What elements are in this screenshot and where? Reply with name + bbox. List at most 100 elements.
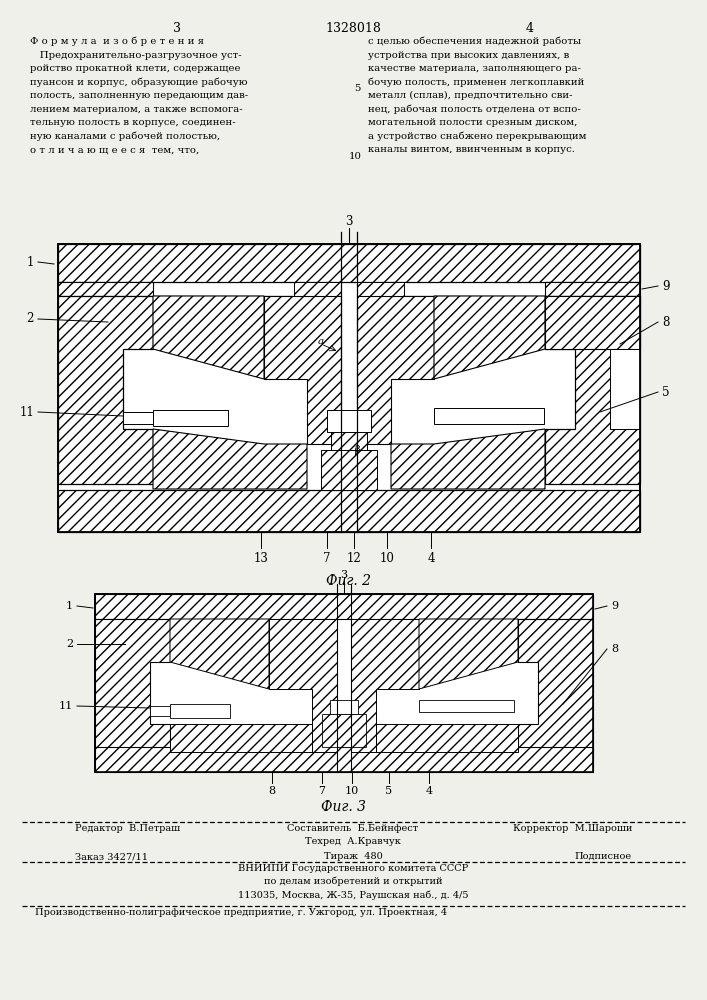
- Text: 10: 10: [380, 552, 395, 565]
- Text: 1: 1: [27, 255, 34, 268]
- Text: 5: 5: [354, 84, 360, 93]
- FancyBboxPatch shape: [95, 594, 593, 772]
- Text: Техред  А.Кравчук: Техред А.Кравчук: [305, 837, 401, 846]
- Text: 1: 1: [66, 601, 73, 611]
- Text: 4: 4: [526, 22, 534, 35]
- FancyBboxPatch shape: [610, 349, 640, 429]
- Text: пуансон и корпус, образующие рабочую: пуансон и корпус, образующие рабочую: [30, 78, 247, 87]
- Text: Производственно-полиграфическое предприятие, г. Ужгород, ул. Проектная, 4: Производственно-полиграфическое предприя…: [35, 908, 447, 917]
- Polygon shape: [153, 429, 307, 489]
- Text: Редактор  В.Петраш: Редактор В.Петраш: [75, 824, 180, 833]
- Text: Подписное: Подписное: [575, 852, 632, 861]
- Text: Ф о р м у л а  и з о б р е т е н и я: Ф о р м у л а и з о б р е т е н и я: [30, 37, 204, 46]
- Text: тельную полость в корпусе, соединен-: тельную полость в корпусе, соединен-: [30, 118, 235, 127]
- Text: 8: 8: [611, 644, 618, 654]
- Polygon shape: [545, 296, 640, 484]
- Text: Составитель  Б.Бейнфест: Составитель Б.Бейнфест: [288, 824, 419, 833]
- Text: Фиг. 2: Фиг. 2: [327, 574, 371, 588]
- Text: лением материалом, а также вспомога-: лением материалом, а также вспомога-: [30, 104, 243, 113]
- Text: 2: 2: [66, 639, 73, 649]
- Text: ВНИИПИ Государственного комитета СССР: ВНИИПИ Государственного комитета СССР: [238, 864, 468, 873]
- Text: β: β: [354, 444, 360, 454]
- Text: 4: 4: [427, 552, 435, 565]
- Text: 9: 9: [662, 279, 670, 292]
- Text: могательной полости срезным диском,: могательной полости срезным диском,: [368, 118, 578, 127]
- Polygon shape: [357, 282, 404, 296]
- FancyBboxPatch shape: [327, 410, 371, 432]
- Polygon shape: [351, 619, 419, 752]
- Polygon shape: [322, 714, 366, 747]
- Polygon shape: [264, 296, 341, 444]
- Text: Предохранительно-разгрузочное уст-: Предохранительно-разгрузочное уст-: [30, 50, 242, 60]
- FancyBboxPatch shape: [153, 410, 228, 426]
- Text: 11: 11: [19, 406, 34, 418]
- Polygon shape: [170, 724, 312, 752]
- FancyBboxPatch shape: [434, 408, 544, 424]
- FancyBboxPatch shape: [419, 700, 514, 712]
- Text: 13: 13: [254, 552, 269, 565]
- Polygon shape: [294, 282, 341, 296]
- Text: полость, заполненную передающим дав-: полость, заполненную передающим дав-: [30, 91, 248, 100]
- Polygon shape: [269, 619, 337, 752]
- Polygon shape: [404, 282, 640, 296]
- Text: 8: 8: [662, 316, 670, 328]
- Text: 4: 4: [426, 786, 433, 796]
- Text: Фиг. 3: Фиг. 3: [322, 800, 366, 814]
- Text: 5: 5: [385, 786, 392, 796]
- Text: 10: 10: [345, 786, 359, 796]
- Polygon shape: [434, 296, 545, 379]
- Polygon shape: [545, 296, 640, 349]
- Text: 3: 3: [341, 570, 348, 580]
- FancyBboxPatch shape: [150, 706, 170, 716]
- Text: 1328018: 1328018: [325, 22, 381, 35]
- Polygon shape: [153, 296, 264, 379]
- FancyBboxPatch shape: [170, 704, 230, 718]
- Polygon shape: [391, 429, 545, 489]
- Text: 5: 5: [662, 385, 670, 398]
- Text: по делам изобретений и открытий: по делам изобретений и открытий: [264, 877, 443, 886]
- Polygon shape: [321, 450, 377, 490]
- Polygon shape: [58, 490, 640, 532]
- Polygon shape: [95, 747, 593, 772]
- Text: 9: 9: [611, 601, 618, 611]
- Text: ройство прокатной клети, содержащее: ройство прокатной клети, содержащее: [30, 64, 240, 73]
- Text: а устройство снабжено перекрывающим: а устройство снабжено перекрывающим: [368, 131, 586, 141]
- Text: качестве материала, заполняющего ра-: качестве материала, заполняющего ра-: [368, 64, 581, 73]
- Text: 113035, Москва, Ж-35, Раушская наб., д. 4/5: 113035, Москва, Ж-35, Раушская наб., д. …: [238, 890, 468, 900]
- Text: 3: 3: [173, 22, 181, 35]
- Text: 7: 7: [318, 786, 325, 796]
- Text: 8: 8: [269, 786, 276, 796]
- Text: 11: 11: [59, 701, 73, 711]
- Text: 10: 10: [349, 152, 361, 161]
- Text: a: a: [318, 336, 324, 346]
- Text: Корректор  М.Шароши: Корректор М.Шароши: [513, 824, 632, 833]
- FancyBboxPatch shape: [330, 700, 358, 714]
- Polygon shape: [376, 724, 518, 752]
- Text: ную каналами с рабочей полостью,: ную каналами с рабочей полостью,: [30, 131, 220, 141]
- Text: о т л и ч а ю щ е е с я  тем, что,: о т л и ч а ю щ е е с я тем, что,: [30, 145, 199, 154]
- Polygon shape: [95, 594, 593, 619]
- Text: Тираж  480: Тираж 480: [324, 852, 382, 861]
- Polygon shape: [58, 282, 294, 296]
- Polygon shape: [95, 619, 170, 752]
- Text: нец, рабочая полость отделена от вспо-: нец, рабочая полость отделена от вспо-: [368, 104, 580, 114]
- Polygon shape: [58, 244, 640, 282]
- Polygon shape: [331, 432, 367, 450]
- Polygon shape: [357, 296, 434, 444]
- Text: 2: 2: [27, 312, 34, 326]
- Polygon shape: [170, 619, 269, 689]
- Polygon shape: [518, 619, 593, 752]
- Text: металл (сплав), предпочтительно сви-: металл (сплав), предпочтительно сви-: [368, 91, 573, 100]
- Polygon shape: [419, 619, 518, 689]
- Text: 7: 7: [323, 552, 331, 565]
- Text: устройства при высоких давлениях, в: устройства при высоких давлениях, в: [368, 50, 569, 60]
- Text: с целью обеспечения надежной работы: с целью обеспечения надежной работы: [368, 37, 581, 46]
- Text: Заказ 3427/11: Заказ 3427/11: [75, 852, 148, 861]
- Text: 12: 12: [346, 552, 361, 565]
- Polygon shape: [58, 296, 153, 484]
- Text: бочую полость, применен легкоплавкий: бочую полость, применен легкоплавкий: [368, 78, 585, 87]
- FancyBboxPatch shape: [58, 244, 640, 532]
- Text: каналы винтом, ввинченным в корпус.: каналы винтом, ввинченным в корпус.: [368, 145, 575, 154]
- FancyBboxPatch shape: [123, 412, 153, 424]
- Text: 3: 3: [345, 215, 353, 228]
